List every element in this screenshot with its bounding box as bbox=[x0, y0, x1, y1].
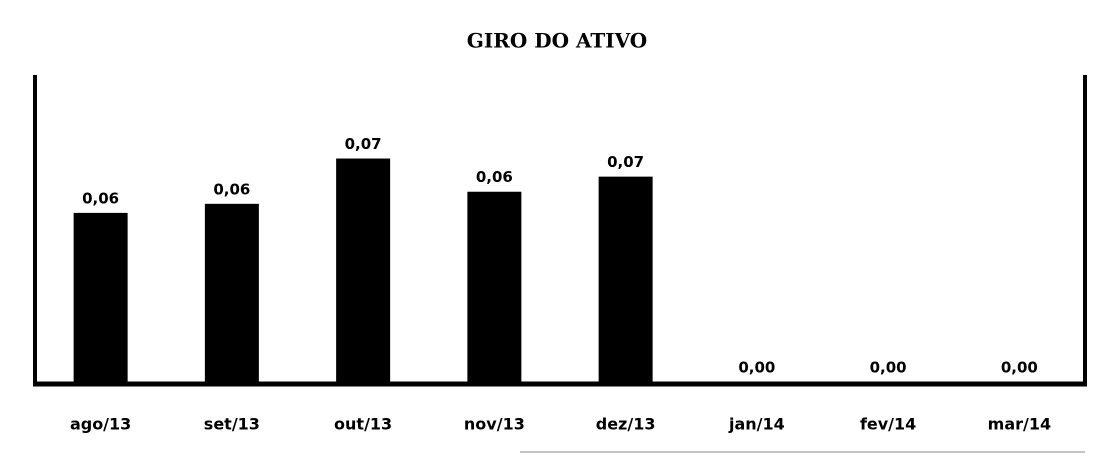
data-label: 0,00 bbox=[870, 359, 907, 377]
data-label: 0,06 bbox=[213, 180, 250, 198]
x-tick-label: nov/13 bbox=[464, 415, 525, 434]
data-label: 0,07 bbox=[345, 135, 382, 153]
bar bbox=[204, 203, 259, 382]
data-label: 0,06 bbox=[82, 189, 119, 207]
bar bbox=[336, 158, 391, 382]
bar bbox=[73, 212, 128, 382]
x-tick-label: out/13 bbox=[334, 415, 392, 434]
bar bbox=[467, 191, 522, 382]
data-label: 0,00 bbox=[1001, 359, 1038, 377]
x-tick-label: ago/13 bbox=[70, 415, 131, 434]
data-label: 0,00 bbox=[738, 359, 775, 377]
x-tick-label: set/13 bbox=[204, 415, 260, 434]
x-tick-label: jan/14 bbox=[728, 415, 785, 434]
x-tick-label: mar/14 bbox=[988, 415, 1051, 434]
x-tick-label: fev/14 bbox=[860, 415, 916, 434]
chart-title: GIRO DO ATIVO bbox=[467, 29, 647, 53]
data-label: 0,06 bbox=[476, 168, 513, 186]
data-label: 0,07 bbox=[607, 153, 644, 171]
x-tick-label: dez/13 bbox=[596, 415, 656, 434]
bar bbox=[598, 176, 653, 382]
